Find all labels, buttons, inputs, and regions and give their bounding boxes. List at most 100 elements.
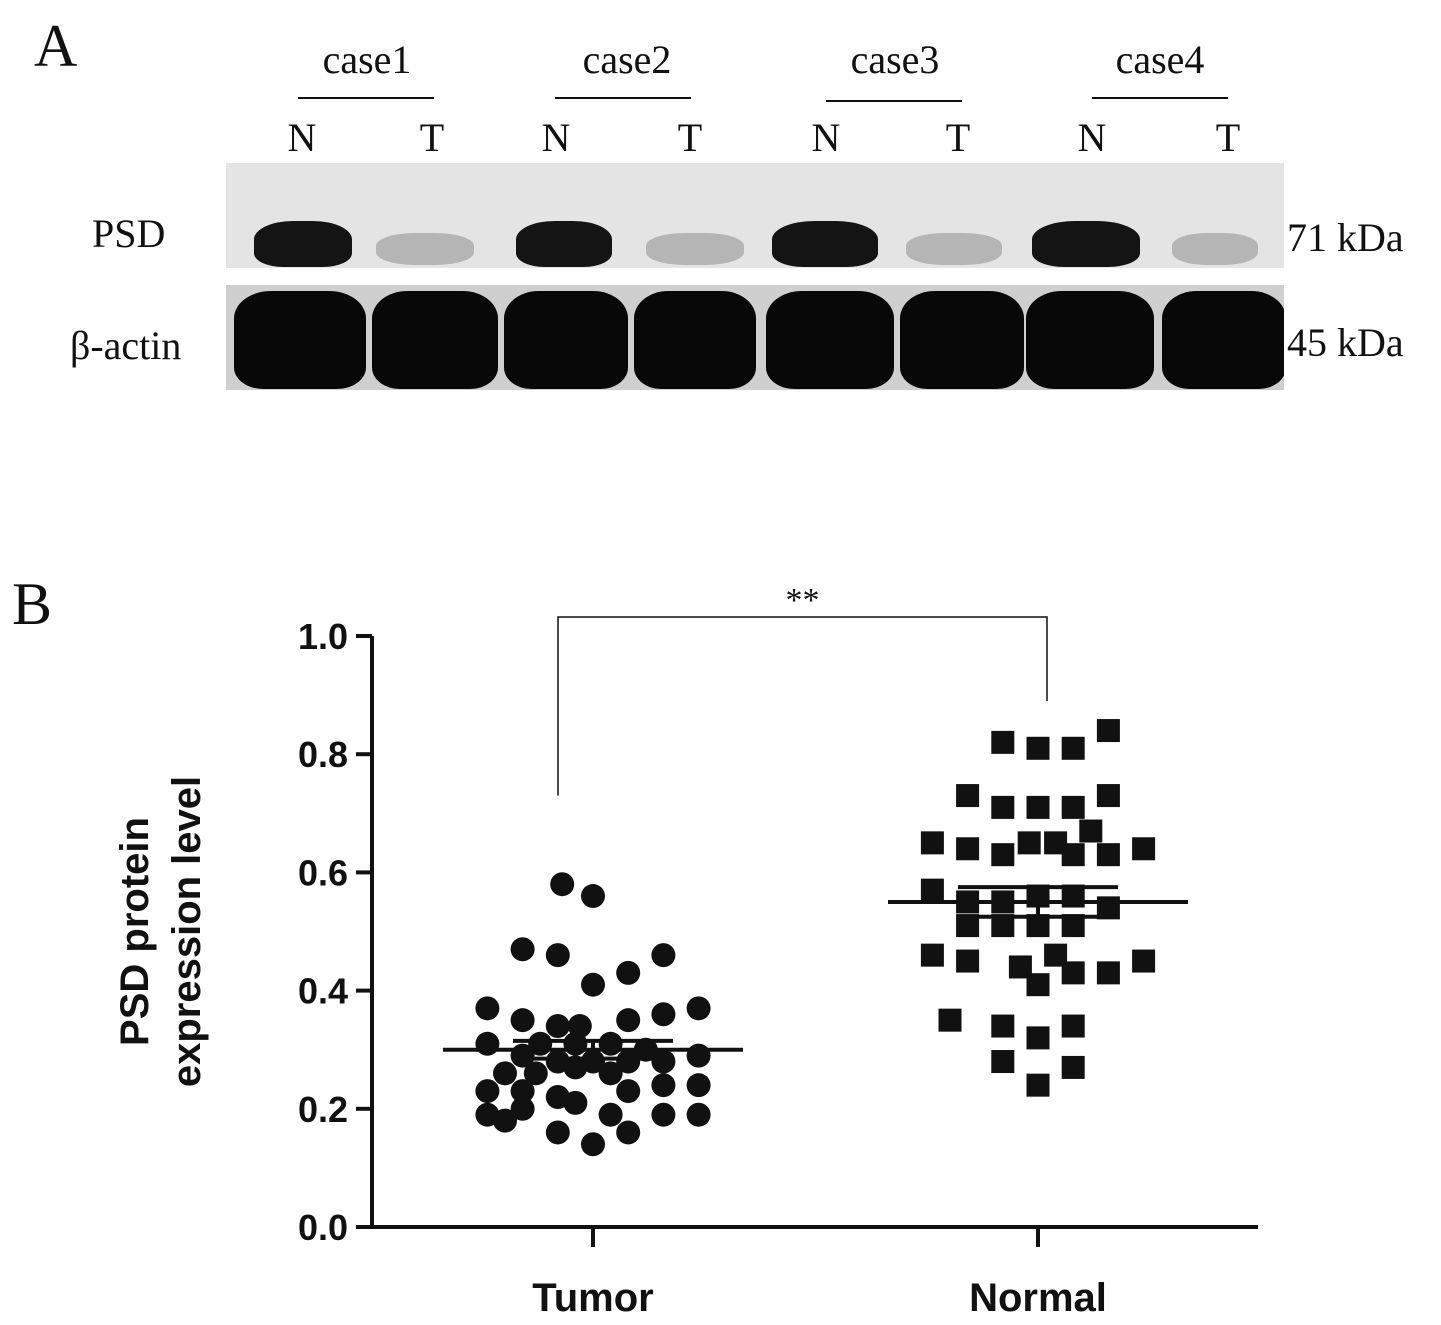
normal-point-3: [1096, 719, 1120, 743]
normal-point-34: [1132, 949, 1156, 973]
normal-point-31: [1044, 943, 1068, 967]
normal-point-15: [1061, 843, 1085, 867]
normal-point-35: [1026, 973, 1050, 997]
lane-label-2: T: [419, 115, 445, 160]
tumor-point-1: [581, 884, 605, 909]
normal-point-10: [956, 837, 980, 861]
lane-label-6: T: [945, 115, 971, 160]
tumor-point-3: [545, 943, 570, 968]
panel-a-label: A: [34, 13, 78, 79]
actin-size-label: 45 kDa: [1287, 320, 1404, 365]
actin-band-8: [1162, 291, 1284, 389]
tumor-point-43: [616, 1120, 641, 1145]
blot-row-label-actin: β-actin: [70, 323, 182, 368]
psd-band-2: [376, 233, 474, 265]
normal-point-37: [991, 1014, 1015, 1038]
actin-band-3: [504, 291, 628, 389]
normal-point-16: [1096, 843, 1120, 867]
psd-band-3: [516, 221, 612, 267]
y-tick-label-2: 0.4: [298, 971, 348, 1012]
tumor-point-8: [510, 1008, 535, 1033]
normal-point-5: [991, 795, 1015, 819]
normal-point-36: [938, 1008, 962, 1032]
normal-point-32: [1061, 961, 1085, 985]
tumor-point-34: [686, 1073, 711, 1098]
tumor-point-13: [686, 996, 711, 1021]
tumor-point-14: [475, 1031, 500, 1056]
normal-point-25: [991, 914, 1015, 938]
actin-band-7: [1026, 291, 1154, 389]
tumor-point-37: [563, 1090, 588, 1115]
normal-point-33: [1096, 961, 1120, 985]
case-label-1: case1: [322, 37, 412, 82]
psd-size-label: 71 kDa: [1287, 215, 1404, 260]
normal-point-9: [920, 831, 944, 855]
normal-point-1: [1026, 736, 1050, 760]
normal-point-40: [1026, 1026, 1050, 1050]
tumor-point-38: [598, 1102, 623, 1127]
normal-point-38: [1061, 1014, 1085, 1038]
tumor-point-7: [475, 996, 500, 1021]
actin-band-4: [634, 291, 756, 389]
normal-point-13: [1044, 831, 1068, 855]
significance-label: **: [786, 582, 820, 619]
normal-point-8: [1096, 784, 1120, 808]
lane-label-4: T: [677, 115, 703, 160]
y-axis-label-line2: expression level: [165, 776, 209, 1087]
tumor-point-5: [651, 943, 676, 968]
significance-bracket: [557, 616, 1048, 796]
tumor-point-9: [545, 1014, 570, 1039]
normal-point-0: [991, 730, 1015, 754]
y-tick-label-3: 0.6: [298, 852, 348, 893]
tumor-point-24: [686, 1043, 711, 1068]
y-tick-label-5: 1.0: [298, 616, 348, 657]
normal-point-24: [956, 914, 980, 938]
tumor-point-40: [686, 1102, 711, 1127]
normal-point-29: [956, 949, 980, 973]
tumor-point-6: [581, 972, 605, 997]
tumor-point-26: [523, 1061, 548, 1086]
x-tick-label-normal: Normal: [969, 1276, 1107, 1320]
y-tick-label-0: 0.0: [298, 1207, 348, 1248]
tumor-point-33: [651, 1073, 676, 1098]
case-underline-3: [826, 100, 962, 102]
tumor-point-2: [510, 937, 535, 962]
normal-point-27: [1061, 914, 1085, 938]
psd-band-7: [1032, 221, 1140, 267]
case-underline-4: [1092, 97, 1228, 99]
normal-point-14: [1079, 819, 1103, 843]
lane-label-8: T: [1215, 115, 1241, 160]
tumor-point-41: [493, 1108, 517, 1133]
normal-point-6: [1026, 795, 1050, 819]
y-axis-label-line1: PSD protein: [113, 817, 157, 1046]
blot-row-label-psd: PSD: [92, 211, 166, 256]
normal-point-12: [1017, 831, 1041, 855]
tumor-point-28: [598, 1061, 623, 1086]
actin-blot-strip: [226, 285, 1284, 390]
psd-blot-strip: [226, 163, 1284, 268]
tumor-point-29: [475, 1079, 500, 1104]
tumor-point-25: [493, 1061, 517, 1086]
tumor-point-12: [651, 1002, 676, 1027]
tumor-point-17: [598, 1031, 623, 1056]
tumor-point-27: [563, 1055, 588, 1080]
tumor-point-42: [545, 1120, 570, 1145]
y-tick-label-1: 0.2: [298, 1089, 348, 1130]
tumor-point-30: [510, 1079, 535, 1104]
panel-b-label: B: [12, 571, 53, 637]
tumor-point-32: [616, 1079, 641, 1104]
case-label-4: case4: [1115, 37, 1205, 82]
tumor-point-22: [616, 1049, 641, 1074]
psd-band-5: [772, 221, 878, 267]
normal-point-30: [1008, 955, 1032, 979]
tumor-point-36: [510, 1096, 535, 1121]
tumor-point-23: [651, 1049, 676, 1074]
normal-point-39: [991, 1050, 1015, 1074]
tumor-point-39: [651, 1102, 676, 1127]
tumor-point-44: [581, 1132, 605, 1157]
normal-point-26: [1026, 914, 1050, 938]
normal-point-7: [1061, 795, 1085, 819]
actin-band-1: [234, 291, 366, 389]
lane-label-7: N: [1077, 115, 1107, 160]
case-underline-2: [555, 97, 691, 99]
